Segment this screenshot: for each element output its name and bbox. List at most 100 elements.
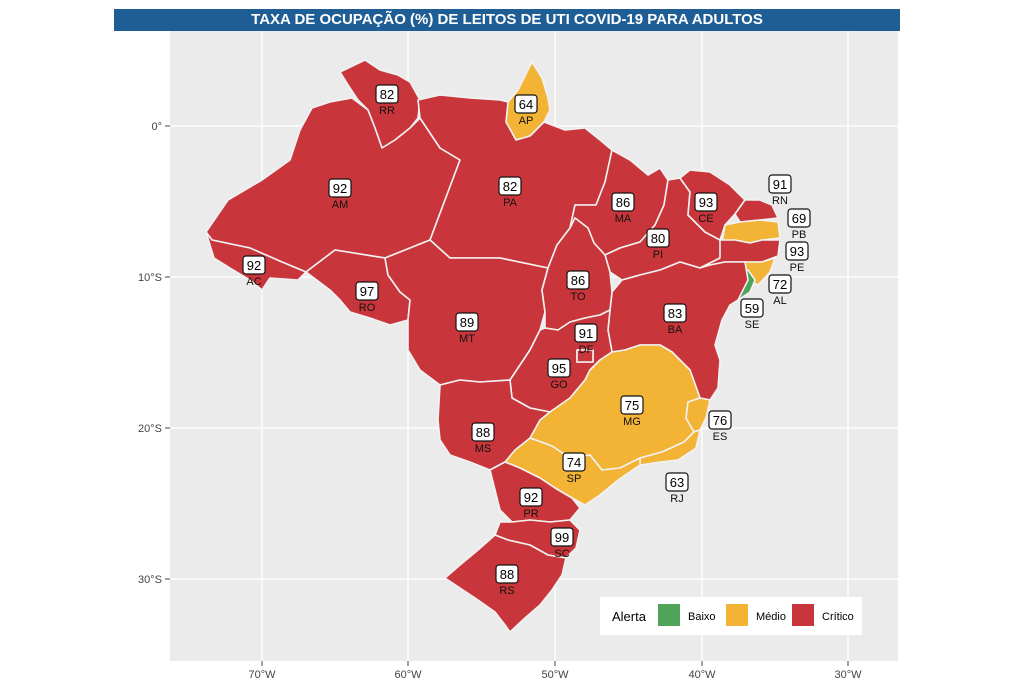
- value-box: [694, 192, 718, 212]
- state-abbr: AC: [246, 276, 261, 288]
- x-tick-label: 60°W: [394, 669, 422, 681]
- state-label-sc: 99 SC: [550, 527, 574, 560]
- state-abbr: CE: [698, 213, 713, 225]
- state-label-to: 86 TO: [566, 270, 590, 303]
- state-abbr: TO: [570, 291, 586, 303]
- state-abbr: PA: [503, 197, 518, 209]
- labels-layer: 82 RR 64 AP 92 AM 82 PA 86 MA 93 CE 91 RN 69 PB 93 PE 80 PI…: [242, 84, 811, 597]
- state-value: 91: [579, 326, 593, 341]
- state-abbr: MS: [475, 443, 492, 455]
- value-box: [547, 358, 571, 378]
- state-value: 92: [524, 490, 538, 505]
- state-label-al: 72 AL: [768, 274, 792, 307]
- state-value: 95: [552, 361, 566, 376]
- state-value: 74: [567, 455, 581, 470]
- state-label-sp: 74 SP: [562, 452, 586, 485]
- state-label-pi: 80 PI: [646, 228, 670, 261]
- state-abbr: AM: [332, 199, 349, 211]
- state-abbr: RJ: [670, 493, 683, 505]
- x-tick-label: 40°W: [688, 669, 716, 681]
- state-label-ms: 88 MS: [471, 422, 495, 455]
- state-abbr: MA: [615, 213, 632, 225]
- value-box: [646, 228, 670, 248]
- value-box: [785, 241, 809, 261]
- state-abbr: SP: [567, 473, 582, 485]
- state-value: 72: [773, 277, 787, 292]
- state-value: 59: [745, 301, 759, 316]
- state-label-pe: 93 PE: [785, 241, 809, 274]
- value-box: [611, 192, 635, 212]
- state-label-go: 95 GO: [547, 358, 571, 391]
- map-title: TAXA DE OCUPAÇÃO (%) DE LEITOS DE UTI CO…: [114, 9, 900, 31]
- state-abbr: PR: [523, 508, 538, 520]
- state-abbr: AL: [773, 295, 786, 307]
- state-abbr: PE: [790, 262, 805, 274]
- value-box: [375, 84, 399, 104]
- state-abbr: MT: [459, 333, 475, 345]
- state-value: 93: [790, 244, 804, 259]
- value-box: [574, 323, 598, 343]
- state-abbr: RO: [359, 302, 376, 314]
- value-box: [620, 395, 644, 415]
- value-box: [768, 174, 792, 194]
- state-label-ba: 83 BA: [663, 303, 687, 336]
- x-tick-label: 50°W: [541, 669, 569, 681]
- state-value: 80: [651, 231, 665, 246]
- state-label-rr: 82 RR: [375, 84, 399, 117]
- state-value: 92: [333, 181, 347, 196]
- state-value: 99: [555, 530, 569, 545]
- y-tick-label: 0°: [151, 121, 162, 133]
- value-box: [242, 255, 266, 275]
- value-box: [550, 527, 574, 547]
- state-abbr: AP: [519, 115, 534, 127]
- value-box: [495, 564, 519, 584]
- state-value: 86: [571, 273, 585, 288]
- value-box: [740, 298, 764, 318]
- value-box: [562, 452, 586, 472]
- state-abbr: BA: [668, 324, 683, 336]
- state-value: 89: [460, 315, 474, 330]
- state-label-mt: 89 MT: [455, 312, 479, 345]
- state-abbr: RS: [499, 585, 514, 597]
- state-value: 91: [773, 177, 787, 192]
- state-rj: [639, 429, 701, 466]
- legend-swatch-medio: [726, 604, 748, 626]
- state-abbr: DF: [579, 344, 594, 356]
- state-value: 83: [668, 306, 682, 321]
- state-abbr: RN: [772, 195, 788, 207]
- legend-label-baixo: Baixo: [688, 611, 716, 623]
- value-box: [471, 422, 495, 442]
- value-box: [328, 178, 352, 198]
- state-abbr: RR: [379, 105, 395, 117]
- state-value: 69: [792, 211, 806, 226]
- value-box: [665, 472, 689, 492]
- state-label-es: 76 ES: [708, 410, 732, 443]
- state-label-ma: 86 MA: [611, 192, 635, 225]
- state-value: 88: [500, 567, 514, 582]
- legend-label-critico: Crítico: [822, 611, 854, 623]
- value-box: [566, 270, 590, 290]
- state-df: [576, 349, 594, 363]
- state-value: 97: [360, 284, 374, 299]
- value-box: [708, 410, 732, 430]
- y-tick-label: 30°S: [138, 574, 162, 586]
- state-label-rs: 88 RS: [495, 564, 519, 597]
- value-box: [498, 176, 522, 196]
- legend-swatch-critico: [792, 604, 814, 626]
- value-box: [519, 487, 543, 507]
- y-tick-label: 10°S: [138, 272, 162, 284]
- state-value: 88: [476, 425, 490, 440]
- state-abbr: ES: [713, 431, 728, 443]
- state-abbr: GO: [550, 379, 568, 391]
- x-tick-label: 70°W: [248, 669, 276, 681]
- state-label-mg: 75 MG: [620, 395, 644, 428]
- state-es: [685, 397, 711, 433]
- legend-title: Alerta: [612, 609, 647, 624]
- state-value: 76: [713, 413, 727, 428]
- state-label-ac: 92 AC: [242, 255, 266, 288]
- state-abbr: MG: [623, 416, 641, 428]
- state-value: 75: [625, 398, 639, 413]
- state-value: 86: [616, 195, 630, 210]
- value-box: [663, 303, 687, 323]
